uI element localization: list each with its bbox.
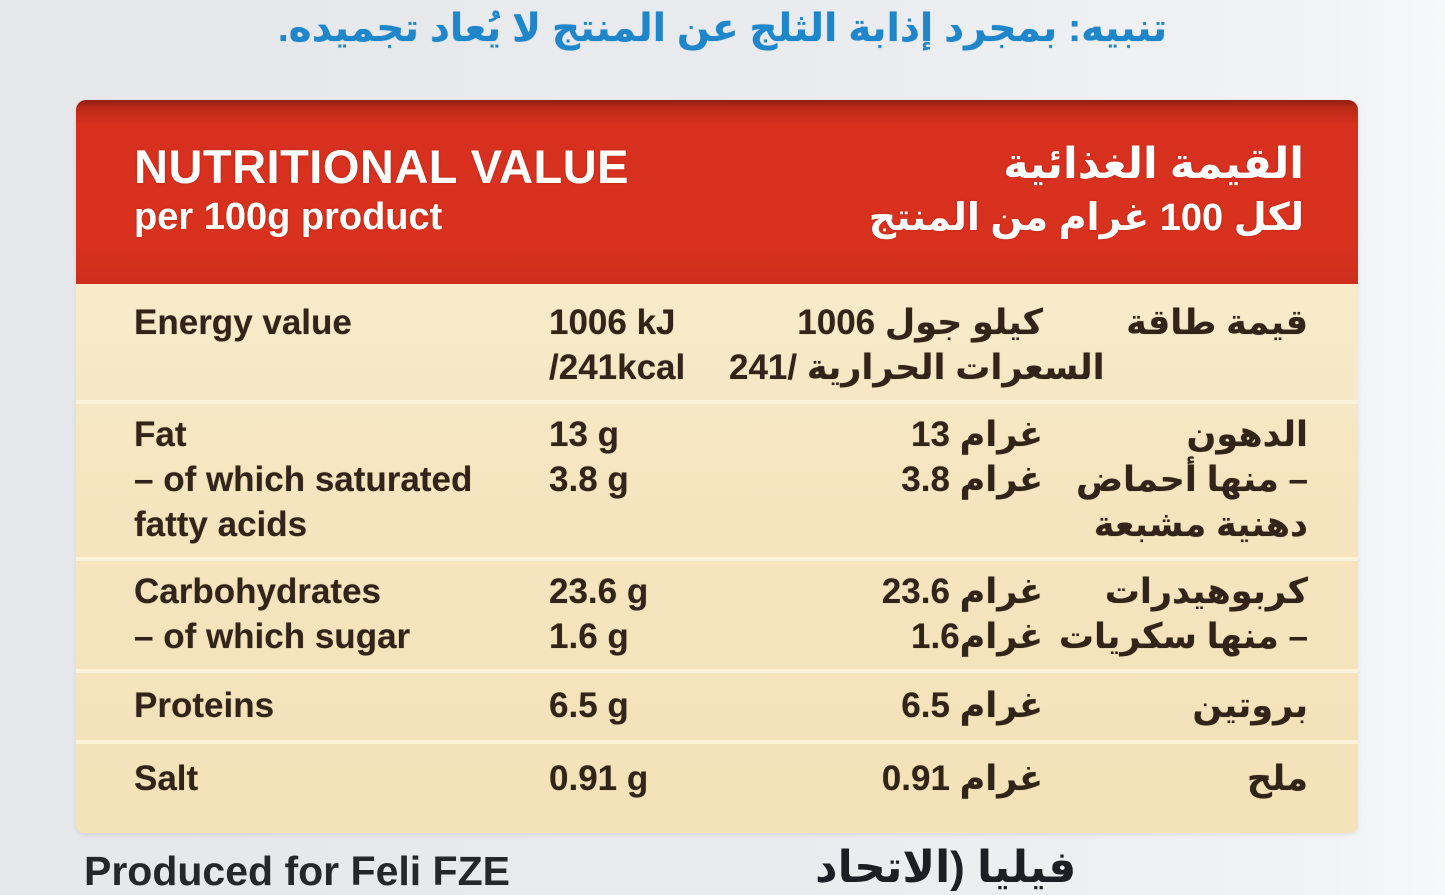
table-row-proteins: Proteins 6.5 g 6.5 غرام بروتين	[76, 669, 1358, 740]
value-line: 0.91 غرام	[881, 759, 1043, 798]
value-line: 6.5 غرام	[901, 686, 1043, 725]
nutrient-name-en: Salt	[134, 756, 549, 801]
nutrient-name-line: – of which sugar	[134, 617, 411, 656]
nutrient-name-line: بروتين	[1192, 686, 1308, 725]
header-title-en: NUTRITIONAL VALUE	[134, 140, 630, 194]
nutrition-table: Energy value 1006 kJ /241kcal 1006 كيلو …	[76, 284, 1358, 833]
nutrient-value-en: 23.6 g 1.6 g	[549, 569, 729, 659]
nutrient-name-line: fatty acids	[134, 505, 308, 544]
nutrient-name-line: – منها أحماض	[1075, 460, 1308, 499]
nutrient-name-line: – of which saturated	[134, 460, 473, 499]
nutrient-name-line: Proteins	[134, 686, 275, 725]
value-line: /241kcal	[549, 348, 686, 387]
nutrient-name-ar: الدهون – منها أحماض دهنية مشبعة	[1043, 412, 1308, 547]
nutrient-value-en: 1006 kJ /241kcal	[549, 300, 729, 390]
nutrient-name-line: Salt	[134, 759, 199, 798]
nutrient-value-ar: 13 غرام 3.8 غرام	[729, 412, 1043, 547]
header-english-block: NUTRITIONAL VALUE per 100g product	[134, 139, 629, 240]
value-line: 13 g	[549, 415, 620, 454]
value-line: السعرات الحرارية /241	[729, 348, 1105, 387]
nutrient-value-en: 0.91 g	[549, 756, 729, 801]
value-line: 6.5 g	[549, 686, 629, 725]
nutrient-name-en: Proteins	[134, 683, 549, 728]
nutrient-name-line: Fat	[134, 415, 187, 454]
value-line: 1.6غرام	[911, 617, 1043, 656]
nutrient-name-line: – منها سكريات	[1058, 617, 1308, 656]
producer-line: Produced for Feli FZE فيليا (الاتحاد	[0, 843, 1445, 894]
nutrient-value-ar: 0.91 غرام	[729, 756, 1043, 801]
nutrient-name-line: قيمة طاقة	[1126, 303, 1308, 342]
table-row-salt: Salt 0.91 g 0.91 غرام ملح	[76, 740, 1358, 817]
nutrition-label-header: NUTRITIONAL VALUE per 100g product القيم…	[76, 100, 1358, 284]
nutrient-name-en: Carbohydrates – of which sugar	[134, 569, 549, 659]
nutrient-name-ar: ملح	[1043, 756, 1308, 801]
header-subtitle-en: per 100g product	[134, 195, 443, 238]
nutrient-name-ar: قيمة طاقة	[1043, 300, 1308, 390]
nutrient-name-line: Energy value	[134, 303, 352, 342]
value-line: 1006 kJ	[549, 303, 676, 342]
table-row-carbohydrates: Carbohydrates – of which sugar 23.6 g 1.…	[76, 557, 1358, 669]
nutrient-value-en: 13 g 3.8 g	[549, 412, 729, 547]
header-arabic-block: القيمة الغذائية لكل 100 غرام من المنتج	[869, 139, 1304, 241]
header-title-ar: القيمة الغذائية	[1003, 139, 1304, 188]
value-line: 23.6 g	[549, 572, 649, 611]
nutrient-name-ar: بروتين	[1043, 683, 1308, 728]
nutrient-name-en: Energy value	[134, 300, 549, 390]
thaw-warning-text: تنبيه: بمجرد إذابة الثلج عن المنتج لا يُ…	[277, 7, 1168, 50]
nutrient-name-ar: كربوهيدرات – منها سكريات	[1043, 569, 1308, 659]
value-line: 23.6 غرام	[881, 572, 1043, 611]
nutrient-name-en: Fat – of which saturated fatty acids	[134, 412, 549, 547]
table-row-fat: Fat – of which saturated fatty acids 13 …	[76, 400, 1358, 557]
header-subtitle-ar: لكل 100 غرام من المنتج	[868, 196, 1304, 239]
value-line: 13 غرام	[911, 415, 1043, 454]
value-line: 3.8 g	[549, 460, 629, 499]
nutrient-value-ar: 6.5 غرام	[729, 683, 1043, 728]
value-line: 1006 كيلو جول	[797, 303, 1043, 342]
nutrient-value-en: 6.5 g	[549, 683, 729, 728]
nutrient-name-line: ملح	[1246, 759, 1308, 798]
nutrient-value-ar: 1006 كيلو جول السعرات الحرارية /241	[729, 300, 1105, 390]
nutrient-name-line: كربوهيدرات	[1104, 572, 1308, 611]
nutrition-label: NUTRITIONAL VALUE per 100g product القيم…	[76, 100, 1358, 833]
table-row-energy: Energy value 1006 kJ /241kcal 1006 كيلو …	[76, 292, 1358, 400]
nutrient-name-line: Carbohydrates	[134, 572, 382, 611]
nutrient-name-line: دهنية مشبعة	[1093, 505, 1308, 544]
nutrient-name-line: الدهون	[1186, 415, 1308, 454]
value-line: 0.91 g	[549, 759, 649, 798]
producer-arabic-text: فيليا (الاتحاد	[815, 843, 1077, 892]
produced-for-text: Produced for Feli FZE	[84, 848, 510, 894]
value-line: 1.6 g	[549, 617, 629, 656]
nutrient-value-ar: 23.6 غرام 1.6غرام	[729, 569, 1043, 659]
value-line: 3.8 غرام	[901, 460, 1043, 499]
